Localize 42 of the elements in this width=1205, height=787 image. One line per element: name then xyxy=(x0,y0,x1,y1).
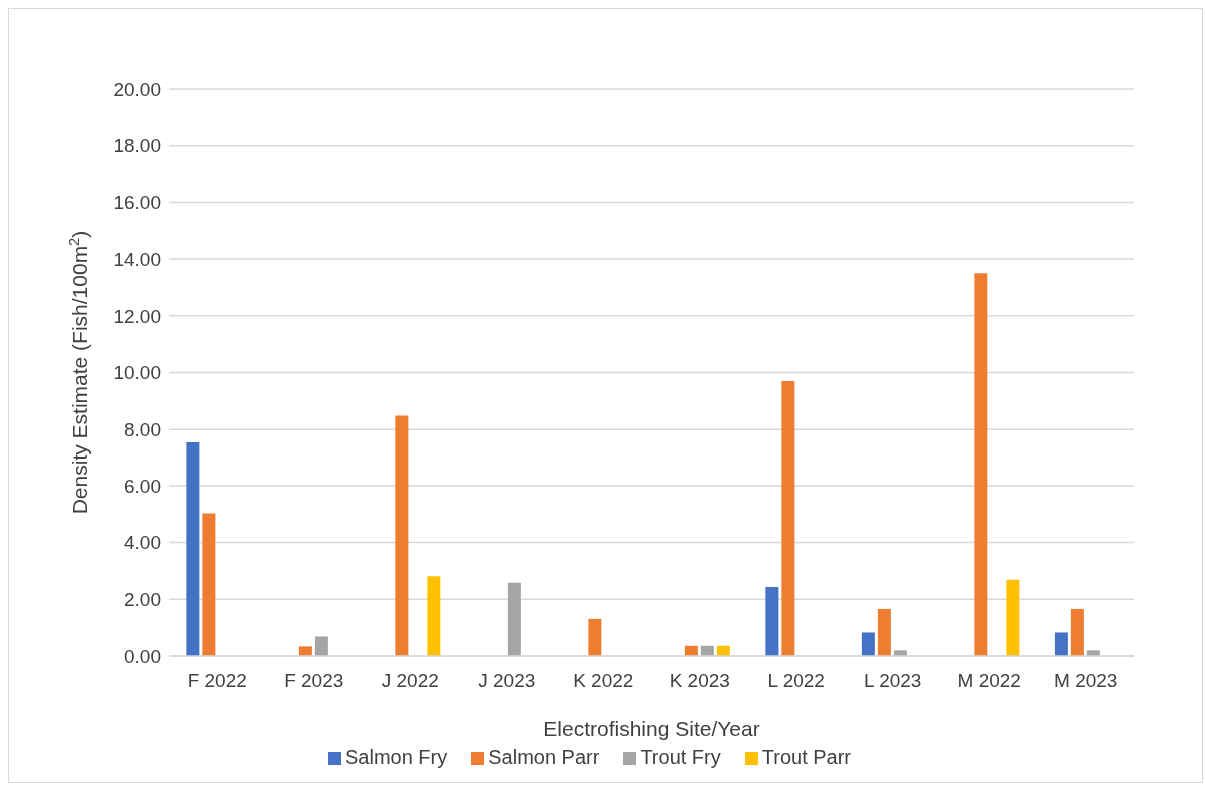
y-tick-label: 0.00 xyxy=(124,645,161,667)
legend-label: Trout Fry xyxy=(640,746,721,768)
y-tick-label: 16.00 xyxy=(113,192,161,214)
bar xyxy=(186,441,200,656)
y-tick-label: 4.00 xyxy=(124,532,161,554)
bar xyxy=(861,632,875,656)
x-tick-label: J 2023 xyxy=(478,670,536,692)
x-tick-label: M 2023 xyxy=(1054,670,1118,692)
bar xyxy=(427,576,441,656)
y-tick-label: 14.00 xyxy=(113,248,161,270)
bar xyxy=(507,582,521,656)
bar xyxy=(298,646,312,656)
y-tick-label: 6.00 xyxy=(124,475,161,497)
bar xyxy=(781,381,795,656)
x-tick-label: L 2023 xyxy=(864,670,922,692)
x-tick-label: L 2022 xyxy=(767,670,825,692)
x-tick-label: F 2023 xyxy=(284,670,344,692)
y-tick-label: 12.00 xyxy=(113,305,161,327)
bar xyxy=(202,513,216,656)
legend-label: Salmon Parr xyxy=(488,746,600,768)
bar xyxy=(314,636,328,656)
bar xyxy=(1006,579,1020,656)
bar xyxy=(765,587,779,656)
bar xyxy=(974,273,988,656)
y-tick-label: 20.00 xyxy=(113,78,161,100)
y-tick-label: 2.00 xyxy=(124,589,161,611)
bar xyxy=(877,608,891,656)
bar xyxy=(395,415,409,656)
y-tick-label: 8.00 xyxy=(124,418,161,440)
x-tick-label: M 2022 xyxy=(957,670,1021,692)
x-tick-label: F 2022 xyxy=(187,670,247,692)
bar xyxy=(1070,608,1084,656)
y-tick-label: 10.00 xyxy=(113,362,161,384)
x-tick-label: K 2023 xyxy=(669,670,730,692)
legend-label: Trout Parr xyxy=(761,746,852,768)
x-tick-label: J 2022 xyxy=(381,670,439,692)
bar xyxy=(1054,632,1068,656)
bar xyxy=(588,618,602,656)
y-tick-label: 18.00 xyxy=(113,135,161,157)
x-tick-label: K 2022 xyxy=(573,670,634,692)
x-axis-title: Electrofishing Site/Year xyxy=(543,717,760,740)
legend-label: Salmon Fry xyxy=(344,746,448,768)
